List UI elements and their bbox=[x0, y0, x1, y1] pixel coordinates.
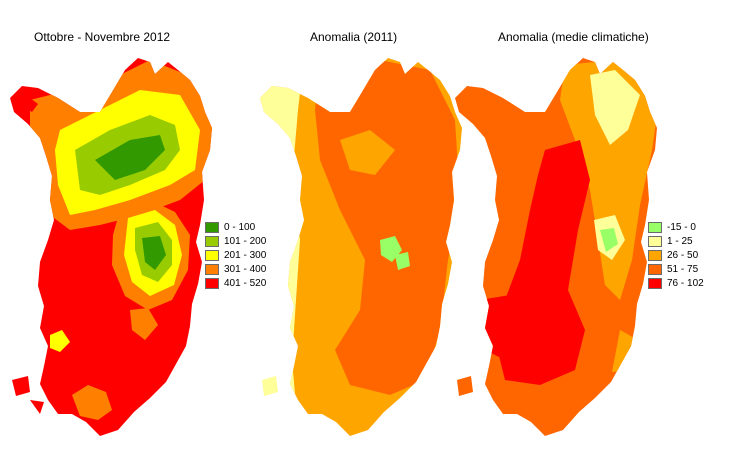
legend-swatch bbox=[648, 249, 662, 261]
legend-item: -15 - 0 bbox=[648, 220, 704, 234]
legend-item: 51 - 75 bbox=[648, 262, 704, 276]
legend-label: 201 - 300 bbox=[224, 249, 267, 261]
legend-swatch bbox=[648, 277, 662, 289]
legend-label: 0 - 100 bbox=[224, 221, 256, 233]
legend-swatch bbox=[205, 221, 219, 233]
map2-anomaly-2011 bbox=[260, 58, 462, 436]
legend-item: 101 - 200 bbox=[205, 234, 266, 248]
legend-label: 26 - 50 bbox=[667, 249, 699, 261]
legend-label: 401 - 520 bbox=[224, 277, 267, 289]
legend-item: 201 - 300 bbox=[205, 248, 266, 262]
legend-swatch bbox=[205, 263, 219, 275]
map3-legend: -15 - 0 1 - 25 26 - 50 51 - 75 76 - 102 bbox=[648, 220, 704, 290]
map2-title: Anomalia (2011) bbox=[310, 30, 398, 44]
legend-label: -15 - 0 bbox=[667, 221, 696, 233]
legend-item: 76 - 102 bbox=[648, 276, 704, 290]
legend-item: 26 - 50 bbox=[648, 248, 704, 262]
map1-rainfall bbox=[10, 58, 212, 436]
legend-label: 301 - 400 bbox=[224, 263, 267, 275]
legend-swatch bbox=[205, 249, 219, 261]
legend-swatch bbox=[648, 221, 662, 233]
legend-swatch bbox=[648, 235, 662, 247]
legend-label: 51 - 75 bbox=[667, 263, 699, 275]
map1-legend: 0 - 100 101 - 200 201 - 300 301 - 400 40… bbox=[205, 220, 266, 290]
legend-item: 0 - 100 bbox=[205, 220, 266, 234]
legend-swatch bbox=[205, 235, 219, 247]
legend-label: 76 - 102 bbox=[667, 277, 704, 289]
legend-item: 301 - 400 bbox=[205, 262, 266, 276]
legend-swatch bbox=[205, 277, 219, 289]
map1-title: Ottobre - Novembre 2012 bbox=[34, 30, 171, 44]
legend-swatch bbox=[648, 263, 662, 275]
legend-item: 1 - 25 bbox=[648, 234, 704, 248]
legend-label: 101 - 200 bbox=[224, 235, 267, 247]
legend-item: 401 - 520 bbox=[205, 276, 266, 290]
map3-title: Anomalia (medie climatiche) bbox=[498, 30, 649, 44]
legend-label: 1 - 25 bbox=[667, 235, 693, 247]
